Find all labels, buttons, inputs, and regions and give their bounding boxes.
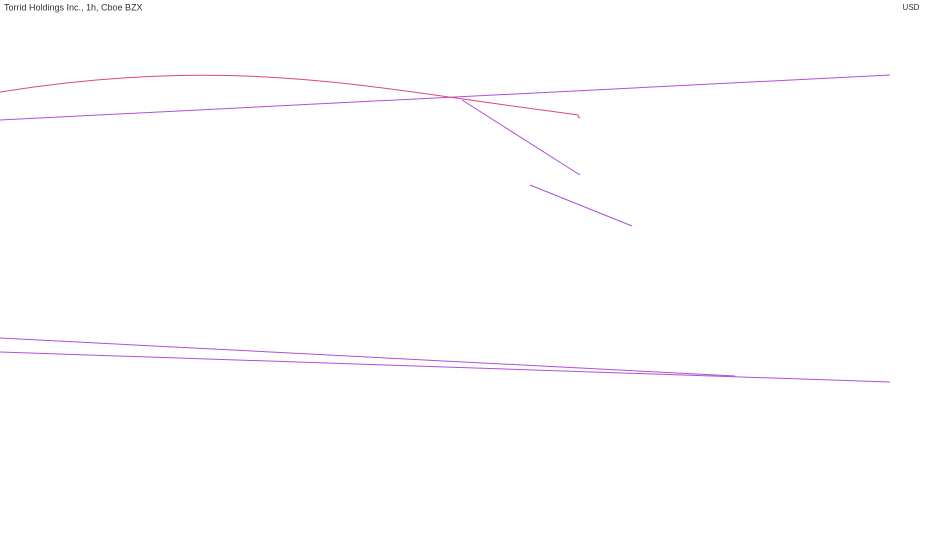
- rsi-trend: [0, 351, 891, 383]
- moving-average-long: [0, 74, 581, 119]
- wedge-upper: [461, 99, 581, 176]
- currency: USD: [903, 3, 920, 12]
- rsi-trend: [0, 337, 736, 377]
- trend-line: [0, 74, 891, 121]
- chart-title: Torrid Holdings Inc., 1h, Cboe BZX: [4, 2, 143, 12]
- wedge-lower: [529, 184, 633, 227]
